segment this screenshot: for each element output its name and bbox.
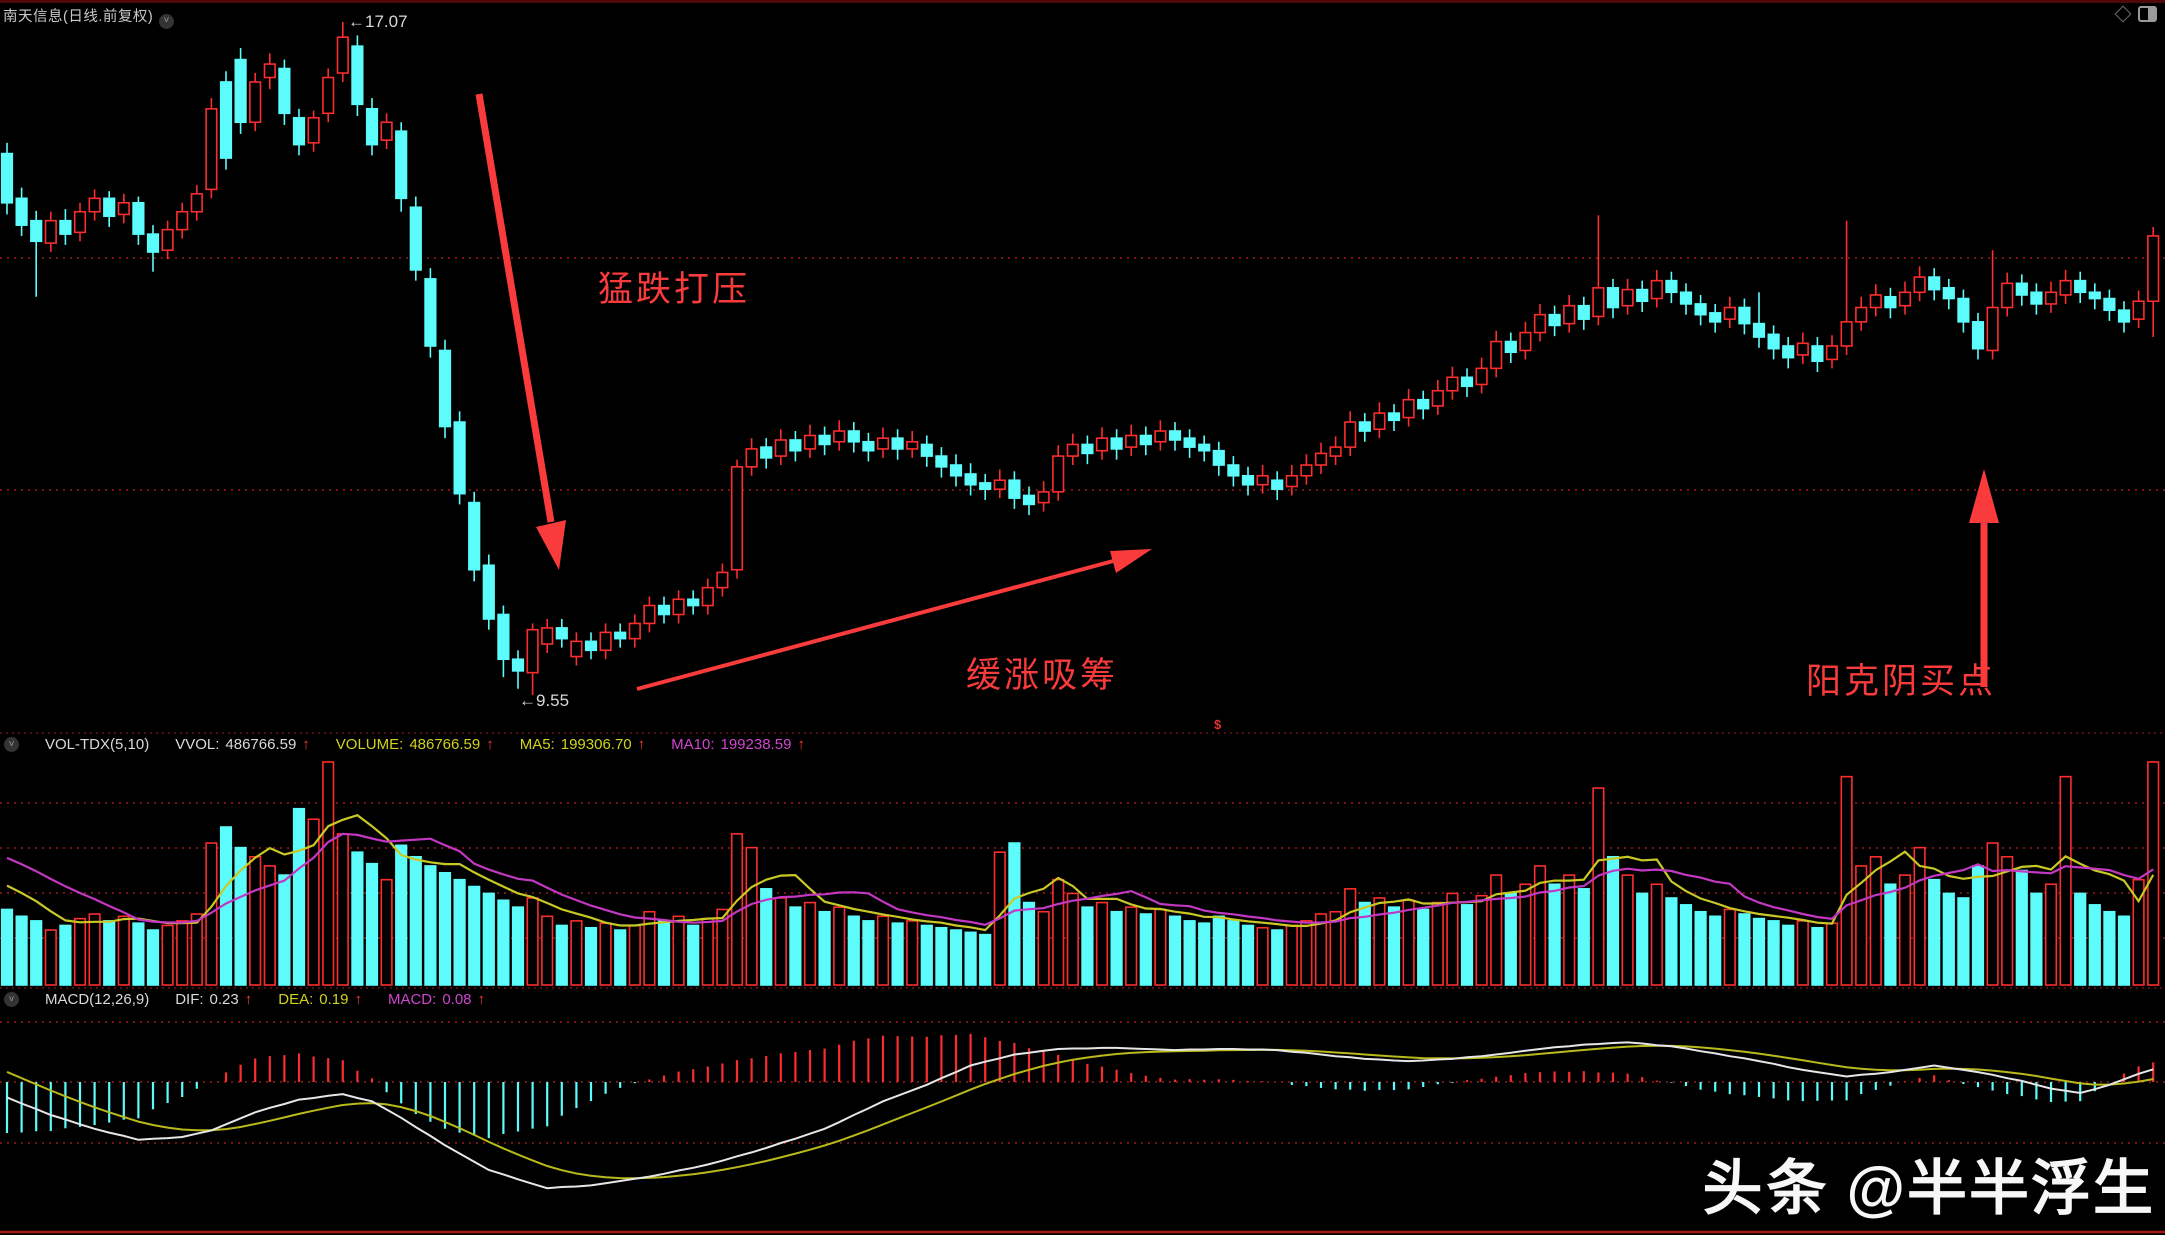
ma10-value: 199238.59 — [720, 736, 792, 753]
vvol-value: 486766.59 — [225, 736, 297, 753]
ex-dividend-marker[interactable]: $ — [1214, 717, 1222, 732]
dif-up-arrow-icon: ↑ — [244, 991, 253, 1008]
dea-value: 0.19 — [319, 991, 349, 1008]
vvol-up-arrow-icon: ↑ — [302, 736, 310, 753]
dea-label: DEA: — [278, 991, 314, 1008]
annotation-crash: 猛跌打压 — [598, 270, 751, 309]
annotation-buy-point: 阳克阴买点 — [1806, 662, 1997, 701]
macd-value-label: MACD: — [387, 991, 437, 1008]
chevron-down-icon[interactable]: ˅ — [159, 13, 175, 29]
watermark: 头条 @半半浮生 — [1702, 1140, 2155, 1227]
watermark-handle: @半半浮生 — [1846, 1155, 2155, 1222]
macd-layer — [5, 1033, 2155, 1190]
window-restore-icon[interactable] — [2138, 6, 2157, 22]
macd-up-arrow-icon: ↑ — [477, 991, 486, 1008]
dea-up-arrow-icon: ↑ — [354, 991, 362, 1008]
ma10-label: MA10: — [671, 736, 715, 753]
collapse-macd-icon[interactable]: ˅ — [4, 992, 19, 1007]
volume-indicator-name[interactable]: VOL-TDX(5,10) — [45, 736, 150, 753]
annotation-arrows-layer — [475, 93, 1999, 691]
volume-bars-layer — [0, 761, 2160, 986]
ma5-value: 199306.70 — [560, 736, 632, 753]
title-bar: 南天信息(日线.前复权) ˅ — [0, 0, 2165, 29]
macd-panel-header: ˅ MACD(12,26,9) DIF: 0.23 ↑ DEA: 0.19 ↑ MACD… — [4, 991, 485, 1008]
low-price-label: ←9.55 — [519, 691, 570, 710]
high-price-label: ←17.07 — [348, 12, 408, 31]
macd-value: 0.08 — [442, 991, 472, 1008]
ma10-up-arrow-icon: ↑ — [797, 736, 805, 753]
dif-value: 0.23 — [209, 991, 239, 1008]
watermark-brand: 头条 — [1702, 1155, 1831, 1222]
volume-panel-header: ˅ VOL-TDX(5,10) VVOL: 486766.59 ↑ VOLUME: 4… — [4, 736, 805, 753]
volume-up-arrow-icon: ↑ — [486, 736, 494, 753]
macd-indicator-name[interactable]: MACD(12,26,9) — [45, 991, 150, 1008]
ma5-label: MA5: — [519, 736, 555, 753]
stock-title[interactable]: 南天信息(日线.前复权) ˅ — [3, 5, 175, 29]
collapse-volume-icon[interactable]: ˅ — [4, 737, 19, 752]
vvol-label: VVOL: — [175, 736, 220, 753]
volume-label: VOLUME: — [335, 736, 404, 753]
stock-title-label: 南天信息(日线.前复权) — [3, 9, 154, 25]
volume-value: 486766.59 — [409, 736, 481, 753]
candlestick-layer — [0, 22, 2160, 696]
ma5-up-arrow-icon: ↑ — [637, 736, 646, 753]
diamond-icon[interactable] — [2114, 5, 2132, 23]
dif-label: DIF: — [175, 991, 204, 1008]
annotation-accumulate: 缓涨吸筹 — [966, 656, 1119, 695]
